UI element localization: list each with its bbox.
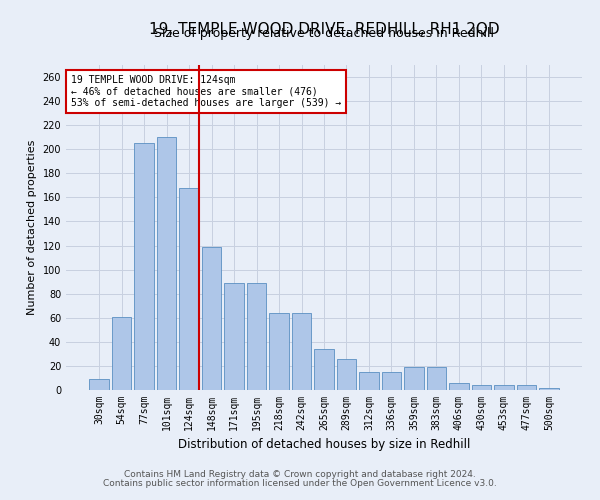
Text: 19 TEMPLE WOOD DRIVE: 124sqm
← 46% of detached houses are smaller (476)
53% of s: 19 TEMPLE WOOD DRIVE: 124sqm ← 46% of de… — [71, 74, 341, 108]
Bar — [337, 358, 356, 390]
Bar — [472, 385, 491, 390]
Text: 19, TEMPLE WOOD DRIVE, REDHILL, RH1 2QD: 19, TEMPLE WOOD DRIVE, REDHILL, RH1 2QD — [149, 22, 499, 38]
Text: Contains HM Land Registry data © Crown copyright and database right 2024.: Contains HM Land Registry data © Crown c… — [124, 470, 476, 479]
Bar — [112, 316, 131, 390]
Bar — [449, 383, 469, 390]
Title: Size of property relative to detached houses in Redhill: Size of property relative to detached ho… — [154, 27, 494, 40]
Bar — [494, 385, 514, 390]
Bar — [157, 137, 176, 390]
Bar — [359, 372, 379, 390]
Bar — [224, 283, 244, 390]
Bar — [404, 367, 424, 390]
Bar — [269, 313, 289, 390]
Bar — [517, 385, 536, 390]
Bar — [314, 349, 334, 390]
Bar — [539, 388, 559, 390]
Bar — [382, 372, 401, 390]
Y-axis label: Number of detached properties: Number of detached properties — [27, 140, 37, 315]
Bar — [179, 188, 199, 390]
X-axis label: Distribution of detached houses by size in Redhill: Distribution of detached houses by size … — [178, 438, 470, 452]
Bar — [427, 367, 446, 390]
Bar — [89, 379, 109, 390]
Bar — [202, 247, 221, 390]
Text: Contains public sector information licensed under the Open Government Licence v3: Contains public sector information licen… — [103, 478, 497, 488]
Bar — [134, 143, 154, 390]
Bar — [247, 283, 266, 390]
Bar — [292, 313, 311, 390]
